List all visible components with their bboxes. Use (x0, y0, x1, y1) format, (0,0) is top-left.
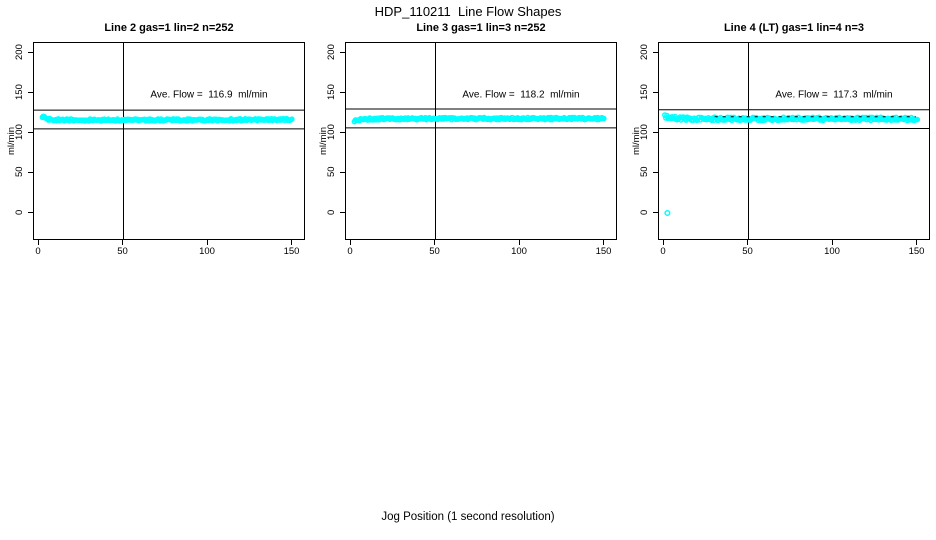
y-tick-label: 50 (326, 166, 337, 178)
x-tick-label: 0 (347, 246, 353, 257)
y-tick-label: 150 (326, 84, 337, 100)
x-tick-label: 150 (908, 246, 925, 257)
scatter-points-svg (346, 43, 616, 239)
ave-flow-annotation: Ave. Flow = 118.2 ml/min (462, 89, 580, 101)
x-tick-mark (662, 240, 664, 245)
x-tick-mark (916, 240, 917, 245)
x-tick-mark (434, 240, 435, 245)
x-tick-mark (831, 240, 833, 245)
y-tick-label: 50 (639, 166, 650, 178)
y-tick-mark (340, 91, 345, 93)
panel-title: Line 3 gas=1 lin=3 n=252 (416, 22, 546, 34)
y-tick-label: 100 (14, 124, 25, 140)
y-tick-label: 0 (326, 209, 337, 215)
y-tick-mark (340, 171, 345, 173)
panel-line-4: Line 4 (LT) gas=1 lin=4 n=3 ml/min Ave. … (631, 0, 930, 300)
scatter-points-svg (659, 43, 929, 239)
x-tick-label: 0 (660, 246, 666, 257)
x-tick-label: 50 (117, 246, 128, 257)
x-tick-label: 100 (511, 246, 527, 257)
panel-title: Line 2 gas=1 lin=2 n=252 (104, 22, 234, 34)
y-tick-mark (28, 131, 33, 133)
x-tick-mark (349, 240, 351, 245)
y-tick-label: 200 (14, 44, 25, 60)
x-tick-label: 50 (742, 246, 753, 257)
panel-line-3: Line 3 gas=1 lin=3 n=252 ml/min Ave. Flo… (318, 0, 617, 300)
scatter-points-svg (34, 43, 304, 239)
ave-flow-annotation: Ave. Flow = 117.3 ml/min (775, 89, 893, 101)
y-tick-mark (28, 91, 33, 93)
y-tick-mark (653, 211, 658, 213)
y-tick-label: 0 (639, 209, 650, 215)
y-tick-mark (340, 51, 345, 53)
y-tick-label: 150 (14, 84, 25, 100)
y-tick-mark (28, 171, 33, 173)
y-tick-mark (340, 131, 345, 133)
x-tick-mark (37, 240, 39, 245)
plot-area: Ave. Flow = 116.9 ml/min (33, 42, 305, 240)
y-tick-label: 50 (14, 166, 25, 178)
y-tick-label: 100 (326, 124, 337, 140)
x-tick-mark (206, 240, 208, 245)
y-tick-label: 200 (326, 44, 337, 60)
panel-title: Line 4 (LT) gas=1 lin=4 n=3 (723, 22, 865, 34)
y-tick-label: 100 (639, 124, 650, 140)
y-tick-mark (653, 131, 658, 133)
y-tick-mark (653, 91, 658, 93)
y-tick-mark (340, 211, 345, 213)
y-tick-mark (653, 51, 658, 53)
y-tick-mark (653, 171, 658, 173)
plot-area: Ave. Flow = 118.2 ml/min (345, 42, 617, 240)
x-axis-label: Jog Position (1 second resolution) (381, 511, 555, 523)
x-tick-label: 100 (824, 246, 840, 257)
x-tick-mark (122, 240, 123, 245)
y-tick-mark (28, 211, 33, 213)
x-tick-mark (747, 240, 748, 245)
y-tick-label: 150 (639, 84, 650, 100)
x-tick-label: 150 (283, 246, 300, 257)
panel-line-2: Line 2 gas=1 lin=2 n=252 ml/min Ave. Flo… (6, 0, 305, 300)
figure-title: HDP_110211 Line Flow Shapes (374, 4, 562, 19)
x-tick-mark (603, 240, 604, 245)
x-tick-mark (518, 240, 520, 245)
plot-area: Ave. Flow = 117.3 ml/min (658, 42, 930, 240)
x-tick-label: 0 (35, 246, 41, 257)
y-tick-label: 0 (14, 209, 25, 215)
y-tick-label: 200 (639, 44, 650, 60)
x-tick-mark (291, 240, 292, 245)
y-tick-mark (28, 51, 33, 53)
x-tick-label: 150 (595, 246, 612, 257)
ave-flow-annotation: Ave. Flow = 116.9 ml/min (150, 89, 268, 101)
x-tick-label: 100 (199, 246, 215, 257)
x-tick-label: 50 (429, 246, 440, 257)
